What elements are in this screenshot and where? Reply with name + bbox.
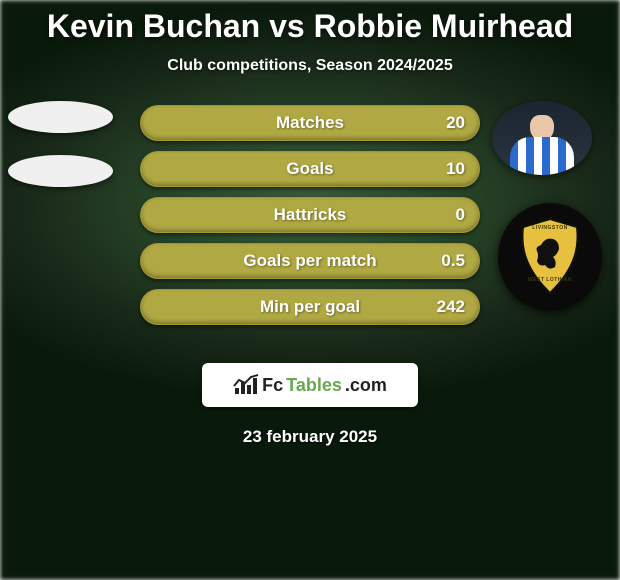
left-player-placeholder — [8, 101, 113, 209]
stat-label: Goals per match — [243, 251, 376, 271]
content-root: Kevin Buchan vs Robbie Muirhead Club com… — [0, 0, 620, 447]
fctables-watermark: FcTables.com — [202, 363, 418, 407]
stat-label: Goals — [286, 159, 333, 179]
stat-value-right: 10 — [446, 159, 465, 179]
subtitle: Club competitions, Season 2024/2025 — [0, 57, 620, 75]
club-shield-icon: LIVINGSTON WEST LOTHIAN — [517, 217, 583, 297]
player-avatar-right — [492, 101, 592, 175]
stat-bar: Min per goal 242 — [140, 289, 480, 325]
stat-value-right: 20 — [446, 113, 465, 133]
stat-label: Min per goal — [260, 297, 360, 317]
stat-bar: Goals per match 0.5 — [140, 243, 480, 279]
stat-bar: Matches 20 — [140, 105, 480, 141]
fctables-text-com: .com — [345, 375, 387, 396]
date-text: 23 february 2025 — [0, 427, 620, 447]
stat-bar: Hattricks 0 — [140, 197, 480, 233]
shield-text-bottom: WEST LOTHIAN — [517, 277, 583, 283]
page-title: Kevin Buchan vs Robbie Muirhead — [0, 0, 620, 45]
fctables-text-fc: Fc — [262, 375, 283, 396]
stat-label: Hattricks — [274, 205, 347, 225]
stat-value-right: 0.5 — [441, 251, 465, 271]
club-badge-right: LIVINGSTON WEST LOTHIAN — [498, 203, 602, 311]
stat-value-right: 242 — [437, 297, 465, 317]
shield-text-top: LIVINGSTON — [517, 225, 583, 231]
stat-bar: Goals 10 — [140, 151, 480, 187]
club-badge-placeholder — [8, 155, 113, 187]
stats-area: Matches 20 Goals 10 Hattricks 0 Goals per matc… — [0, 105, 620, 345]
stat-value-right: 0 — [456, 205, 465, 225]
stat-label: Matches — [276, 113, 344, 133]
bar-chart-icon — [233, 374, 259, 396]
stat-bars: Matches 20 Goals 10 Hattricks 0 Goals per matc… — [140, 105, 480, 335]
player-avatar-placeholder — [8, 101, 113, 133]
fctables-text-tables: Tables — [286, 375, 342, 396]
